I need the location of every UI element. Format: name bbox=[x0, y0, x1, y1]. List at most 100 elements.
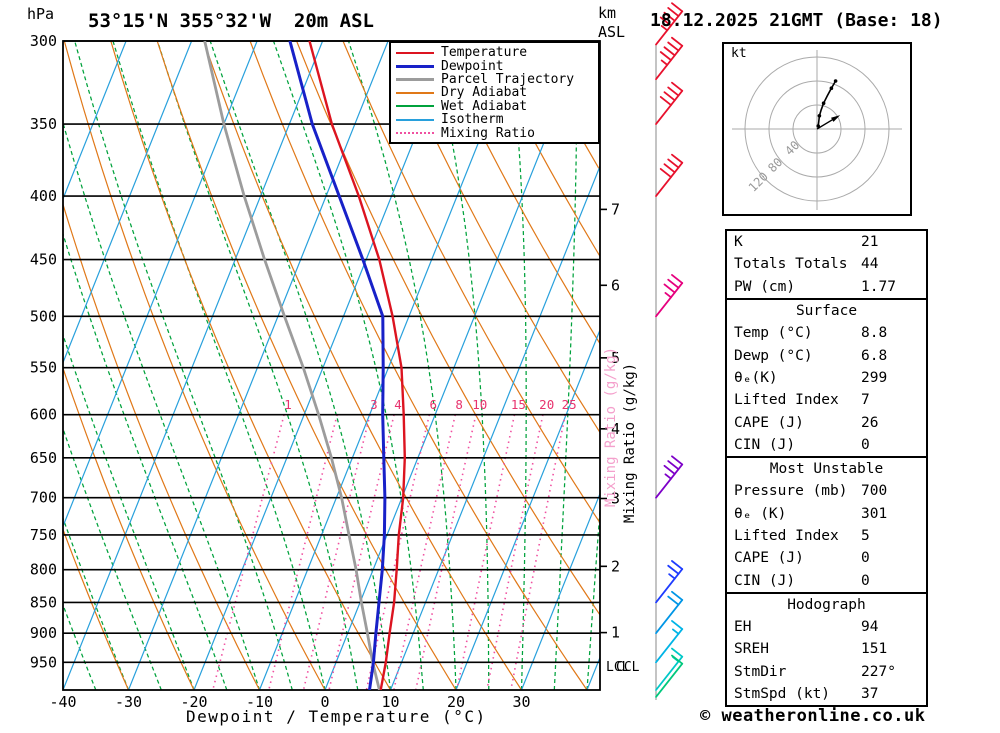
table-row-value: 7 bbox=[861, 392, 870, 409]
legend-item: Isotherm bbox=[396, 113, 598, 126]
legend-item-label: Dry Adiabat bbox=[441, 85, 528, 101]
table-row: θₑ (K) 301 bbox=[727, 503, 926, 525]
sounding-curves bbox=[203, 41, 407, 690]
hodograph-trace-point bbox=[821, 101, 826, 105]
table-row: Pressure (mb) 700 bbox=[727, 480, 926, 502]
mixing-ratio-value-label: 4 bbox=[394, 397, 402, 412]
table-row: CAPE (J) 0 bbox=[727, 547, 926, 569]
table-row-label: CAPE (J) bbox=[734, 414, 804, 431]
table-row-value: 700 bbox=[861, 483, 888, 500]
table-row-value: 94 bbox=[861, 619, 879, 636]
table-row-value: 151 bbox=[861, 641, 888, 658]
table-row-label: StmDir bbox=[734, 663, 787, 680]
legend: Temperature Dewpoint Parcel Trajectory Dry … bbox=[389, 41, 600, 144]
table-row-label: θₑ (K) bbox=[734, 505, 787, 522]
table-row-value: 8.8 bbox=[861, 325, 888, 342]
storm-motion-vector bbox=[816, 117, 836, 130]
dry-adiabat-line bbox=[388, 41, 600, 434]
mixing-ratio-line bbox=[302, 414, 371, 690]
mixing-ratio-value-label: 10 bbox=[472, 397, 487, 412]
legend-line-sample bbox=[396, 132, 434, 135]
wet-adiabat-line bbox=[74, 41, 293, 690]
mixing-ratio-line bbox=[510, 414, 567, 690]
legend-item: Mixing Ratio bbox=[396, 125, 598, 141]
dry-adiabat-line bbox=[481, 41, 600, 258]
table-row: Temp (°C) 8.8 bbox=[727, 322, 926, 344]
isotherm-line bbox=[193, 41, 455, 690]
km-tick-label: 3 bbox=[611, 490, 620, 508]
hodograph-trace-point bbox=[833, 79, 838, 83]
legend-item: Dewpoint bbox=[396, 58, 598, 74]
legend-item-label: Parcel Trajectory bbox=[441, 71, 575, 87]
hodograph-ring bbox=[744, 56, 890, 202]
isotherm-line bbox=[63, 41, 258, 528]
wind-barb bbox=[655, 654, 684, 698]
pressure-tick-label: 900 bbox=[30, 624, 57, 642]
table-row-value: 0 bbox=[861, 572, 870, 589]
run-date: 18.12.2025 21GMT (Base: 18) bbox=[650, 10, 943, 31]
table-row-label: SREH bbox=[734, 641, 769, 658]
pressure-tick-label: 700 bbox=[30, 489, 57, 507]
table-row-value: 227° bbox=[861, 663, 896, 680]
table-row: StmDir 227° bbox=[727, 661, 926, 683]
table-row-label: CIN (J) bbox=[734, 572, 796, 589]
mixing-ratio-value-label: 20 bbox=[539, 397, 554, 412]
isotherm-line bbox=[324, 41, 586, 690]
indices-table: K 21 Totals Totals 44 PW (cm) 1.77 Surface Temp… bbox=[725, 229, 928, 708]
plot-frame bbox=[62, 40, 601, 691]
table-row-value: 0 bbox=[861, 436, 870, 453]
table-row: Lifted Index 5 bbox=[727, 525, 926, 547]
wet-adiabat-line bbox=[112, 41, 326, 690]
page-title: 53°15'N 355°32'W 20m ASL bbox=[88, 10, 374, 32]
table-row-value: 21 bbox=[861, 234, 879, 251]
table-row-label: PW (cm) bbox=[734, 278, 796, 295]
pressure-unit-label: hPa bbox=[27, 5, 55, 23]
watermark: © weatheronline.co.uk bbox=[700, 706, 926, 726]
table-row-label: EH bbox=[734, 619, 752, 636]
temp-tick-label: 10 bbox=[381, 693, 399, 711]
table-row: Dewp (°C) 6.8 bbox=[727, 344, 926, 366]
isotherm-line bbox=[455, 328, 600, 690]
pressure-tick-label: 350 bbox=[30, 115, 57, 133]
hodograph-ring bbox=[768, 80, 866, 178]
isotherm-line bbox=[127, 41, 389, 690]
mixing-ratio-value-label: 15 bbox=[511, 397, 526, 412]
mixing-ratio-value-label: 6 bbox=[429, 397, 437, 412]
temp-tick-label: 0 bbox=[320, 693, 329, 711]
pressure-tick-label: 950 bbox=[30, 653, 57, 671]
wet-adiabat-line bbox=[156, 41, 359, 690]
temp-tick-label: -10 bbox=[246, 693, 273, 711]
isotherm-line bbox=[520, 492, 600, 690]
pressure-tick-label: 750 bbox=[30, 526, 57, 544]
table-row-label: K bbox=[734, 234, 743, 251]
legend-item-label: Mixing Ratio bbox=[441, 125, 535, 141]
km-tick-label: 6 bbox=[611, 276, 620, 294]
table-row: Totals Totals 44 bbox=[727, 253, 926, 275]
altitude-unit-label-km: km bbox=[598, 4, 617, 22]
dry-adiabat-line bbox=[435, 41, 600, 345]
wet-adiabat-line bbox=[63, 603, 97, 690]
legend-item: Parcel Trajectory bbox=[396, 73, 598, 86]
isotherm-line bbox=[63, 41, 193, 365]
legend-item-label: Dewpoint bbox=[441, 58, 504, 74]
table-row-value: 6.8 bbox=[861, 347, 888, 364]
isotherm-line bbox=[258, 41, 520, 690]
hodograph-trace-point bbox=[829, 86, 834, 90]
pressure-tick-label: 300 bbox=[30, 32, 57, 50]
legend-line-sample bbox=[396, 64, 434, 68]
wind-barb bbox=[655, 274, 684, 318]
pressure-tick-label: 400 bbox=[30, 187, 57, 205]
table-row-value: 26 bbox=[861, 414, 879, 431]
level-marker-label: CCL bbox=[616, 660, 640, 675]
table-section: K 21 Totals Totals 44 PW (cm) 1.77 bbox=[725, 229, 928, 300]
mixing-ratio-value-label: 3 bbox=[370, 397, 378, 412]
wind-barb bbox=[655, 2, 684, 46]
pressure-tick-label: 500 bbox=[30, 307, 57, 325]
table-row: CIN (J) 0 bbox=[727, 569, 926, 591]
altitude-unit-label-asl: ASL bbox=[598, 23, 626, 41]
legend-line-sample bbox=[396, 118, 434, 121]
table-section: Hodograph EH 94 SREH 151 StmDir 227° StmSpd (kt… bbox=[725, 591, 928, 708]
hodograph-unit-label: kt bbox=[731, 46, 747, 61]
pressure-tick-label: 850 bbox=[30, 593, 57, 611]
